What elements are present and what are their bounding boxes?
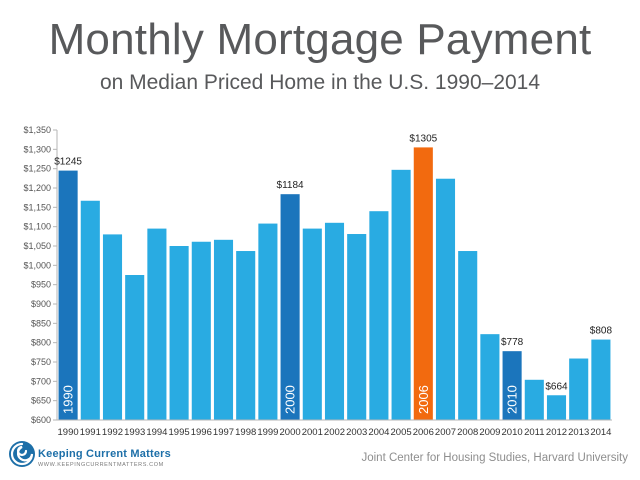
y-tick-label: $800 — [31, 338, 51, 348]
logo-url: WWW.KEEPINGCURRENTMATTERS.COM — [38, 462, 164, 468]
bar-1995 — [169, 246, 189, 420]
data-label: $664 — [545, 381, 568, 392]
bar-2012 — [546, 395, 567, 420]
x-tick-label: 1991 — [80, 427, 101, 438]
bar-2011 — [524, 379, 544, 420]
x-tick-label: 2013 — [568, 427, 589, 438]
x-tick-label: 2009 — [479, 427, 500, 438]
logo-swirl-icon — [9, 441, 35, 467]
x-tick-label: 2011 — [524, 427, 544, 438]
y-tick-label: $1,150 — [23, 202, 51, 212]
bar-2010 — [502, 351, 522, 420]
x-tick-label: 2007 — [435, 427, 456, 438]
y-tick-label: $1,300 — [23, 144, 51, 154]
x-tick-label: 2000 — [280, 427, 301, 438]
x-tick-label: 2002 — [324, 427, 345, 438]
bar-2008 — [458, 251, 478, 420]
y-tick-label: $600 — [31, 415, 51, 425]
x-tick-label: 2005 — [391, 427, 412, 438]
x-tick-label: 1996 — [191, 427, 212, 438]
bar-2005 — [391, 169, 411, 420]
bar-2004 — [369, 211, 389, 420]
x-tick-label: 2001 — [302, 427, 323, 438]
x-tick-label: 1993 — [124, 427, 145, 438]
data-label: $808 — [590, 326, 613, 337]
page-subtitle: on Median Priced Home in the U.S. 1990–2… — [99, 71, 541, 94]
bar-1993 — [125, 275, 145, 420]
bar-2007 — [435, 178, 456, 420]
page-title: Monthly Mortgage Payment — [48, 15, 592, 64]
x-tick-label: 1998 — [235, 427, 256, 438]
bar-2001 — [302, 228, 322, 420]
x-tick-label: 1990 — [58, 427, 79, 438]
data-label: $1245 — [54, 157, 82, 168]
bar-2013 — [569, 358, 589, 420]
bar-1994 — [147, 228, 167, 420]
source-credit: Joint Center for Housing Studies, Harvar… — [361, 452, 628, 464]
x-tick-label: 2006 — [413, 427, 434, 438]
bar-1992 — [102, 234, 123, 420]
x-tick-label: 2014 — [590, 427, 611, 438]
bar-year-label: 2010 — [505, 385, 520, 414]
bar-2003 — [347, 234, 367, 420]
bar-2006 — [413, 147, 433, 420]
bar-1990 — [58, 170, 78, 420]
logo: Keeping Current Matters WWW.KEEPINGCURRE… — [8, 440, 238, 476]
x-tick-label: 2008 — [457, 427, 478, 438]
x-tick-label: 2010 — [502, 427, 523, 438]
bar-year-label: 2000 — [283, 385, 298, 414]
y-tick-label: $750 — [31, 357, 51, 367]
y-tick-label: $900 — [31, 299, 51, 309]
x-tick-label: 1992 — [102, 427, 123, 438]
bar-1991 — [80, 200, 100, 420]
y-tick-label: $1,100 — [23, 222, 51, 232]
x-tick-label: 1995 — [169, 427, 190, 438]
bar-1997 — [213, 239, 234, 420]
y-tick-label: $1,350 — [23, 125, 51, 135]
bar-2002 — [324, 222, 345, 420]
bar-1998 — [236, 251, 256, 420]
x-tick-label: 2004 — [368, 427, 389, 438]
y-tick-label: $1,200 — [23, 183, 51, 193]
bar-year-label: 2006 — [416, 385, 431, 414]
y-tick-label: $1,050 — [23, 241, 51, 251]
data-label: $1305 — [409, 133, 437, 144]
y-tick-label: $850 — [31, 318, 51, 328]
x-tick-label: 1999 — [257, 427, 278, 438]
x-tick-label: 2003 — [346, 427, 367, 438]
y-tick-label: $700 — [31, 376, 51, 386]
y-tick-label: $1,250 — [23, 164, 51, 174]
bar-1996 — [191, 241, 211, 420]
data-label: $778 — [501, 337, 524, 348]
bar-1999 — [258, 223, 278, 420]
bar-2000 — [280, 194, 300, 420]
bar-2014 — [591, 339, 611, 420]
x-tick-label: 2012 — [546, 427, 567, 438]
bar-year-label: 1990 — [61, 385, 76, 414]
y-tick-label: $950 — [31, 280, 51, 290]
bar-2009 — [480, 334, 500, 420]
data-label: $1184 — [277, 180, 305, 191]
x-tick-label: 1997 — [213, 427, 234, 438]
y-tick-label: $650 — [31, 396, 51, 406]
logo-name: Keeping Current Matters — [38, 448, 171, 460]
x-tick-label: 1994 — [146, 427, 167, 438]
y-tick-label: $1,000 — [23, 260, 51, 270]
